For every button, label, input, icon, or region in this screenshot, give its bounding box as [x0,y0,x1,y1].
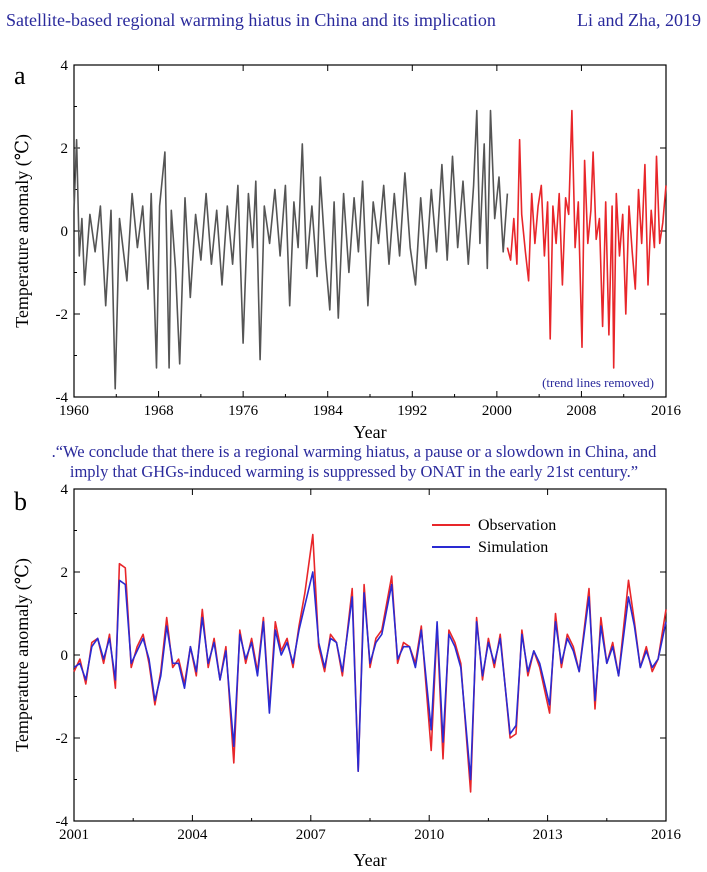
panel-a-series-1-line [506,109,667,369]
panel-a-xtick-label: 1984 [313,403,344,419]
panel-a-xtick-label: 1992 [397,403,427,419]
panel-a-xlabel: Year [353,422,386,442]
panel-b-ytick-label: -2 [56,731,69,747]
header: Satellite-based regional warming hiatus … [6,10,701,36]
panel-b-ytick-label: 2 [61,565,69,581]
quote-line-1: .“We conclude that there is a regional w… [51,442,657,461]
panel-b-ytick-label: -4 [56,814,69,830]
panel-b-ytick-label: 0 [61,648,69,664]
panel-a-xtick-label: 1960 [59,403,89,419]
panel-a-ytick-label: -2 [56,307,69,323]
quote-line-2: imply that GHGs-induced warming is suppr… [69,462,639,481]
panel-a-xtick-label: 2008 [566,403,596,419]
panel-b-series-simulation-line [73,571,667,781]
panel-b-letter: b [14,487,27,516]
panel-b-legend-label: Simulation [478,539,548,556]
panel-a-ytick-label: 4 [61,58,69,74]
panel-b-legend-label: Observation [478,517,556,534]
panel-a-ytick-label: 0 [61,224,69,240]
panel-a-annotation: (trend lines removed) [542,375,654,390]
panel-b-xtick-label: 2010 [414,827,444,843]
panel-b-ytick-label: 4 [61,482,69,498]
panel-a-series-0-line [73,109,509,390]
panel-b-xlabel: Year [353,850,386,870]
panel-a-xtick-label: 1968 [144,403,174,419]
panel-b-xtick-label: 2013 [533,827,563,843]
panel-b-ylabel: Temperature anomaly (℃) [12,558,33,752]
page-title: Satellite-based regional warming hiatus … [6,10,496,30]
panel-a-ytick-label: -4 [56,390,69,406]
panel-a-ytick-label: 2 [61,141,69,157]
panel-a-ylabel: Temperature anomaly (℃) [12,134,33,328]
quote-block: .“We conclude that there is a regional w… [18,442,690,482]
panel-a-letter: a [14,61,26,90]
panel-b-xtick-label: 2001 [59,827,89,843]
panel-a-xtick-label: 1976 [228,403,259,419]
citation: Li and Zha, 2019 [577,10,701,30]
panel-b-xtick-label: 2007 [296,827,327,843]
panel-a-frame [73,64,667,398]
panel-b-xtick-label: 2004 [177,827,208,843]
panel-a-xtick-label: 2016 [651,403,682,419]
panel-a-xtick-label: 2000 [482,403,512,419]
panel-b-xtick-label: 2016 [651,827,682,843]
